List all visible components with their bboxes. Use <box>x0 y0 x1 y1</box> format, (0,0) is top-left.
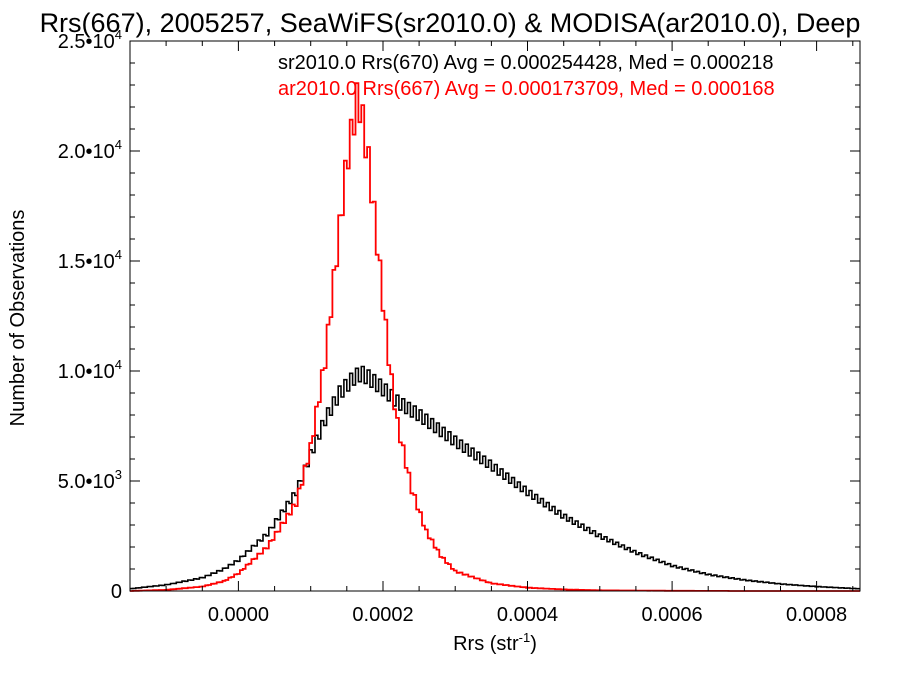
series-layer <box>130 82 860 592</box>
y-tick-label: 0 <box>111 581 122 603</box>
chart-title: Rrs(667), 2005257, SeaWiFS(sr2010.0) & M… <box>40 8 861 38</box>
x-tick-label: 0.0004 <box>497 604 558 626</box>
y-axis-label: Number of Observations <box>7 210 29 427</box>
series-ar2010-line <box>130 82 860 592</box>
x-tick-label: 0.0008 <box>786 604 847 626</box>
x-axis-label-close: ) <box>530 633 537 655</box>
x-axis-label: Rrs (str-1) <box>453 630 537 655</box>
x-tick-label: 0.0006 <box>642 604 703 626</box>
y-tick-label: 2.0•104 <box>58 137 122 163</box>
y-tick-label: 1.5•104 <box>58 247 122 273</box>
y-tick-label: 1.0•104 <box>58 357 122 383</box>
x-tick-label: 0.0000 <box>208 604 269 626</box>
legend-entry-ar2010: ar2010.0 Rrs(667) Avg = 0.000173709, Med… <box>278 78 775 100</box>
plot-frame <box>129 40 861 592</box>
x-axis-label-main: Rrs (str <box>453 633 519 655</box>
y-tick-label: 5.0•103 <box>58 467 122 493</box>
legend-entry-sr2010: sr2010.0 Rrs(670) Avg = 0.000254428, Med… <box>278 52 774 74</box>
tick-layer: 0.0000 0.0002 0.0004 0.0006 0.0008 0 5.0•103 1.… <box>58 27 860 626</box>
x-tick-label: 0.0002 <box>352 604 413 626</box>
x-axis-label-sup: -1 <box>519 630 531 645</box>
series-sr2010-line <box>130 365 860 590</box>
y-tick-label: 2.5•104 <box>58 27 122 53</box>
